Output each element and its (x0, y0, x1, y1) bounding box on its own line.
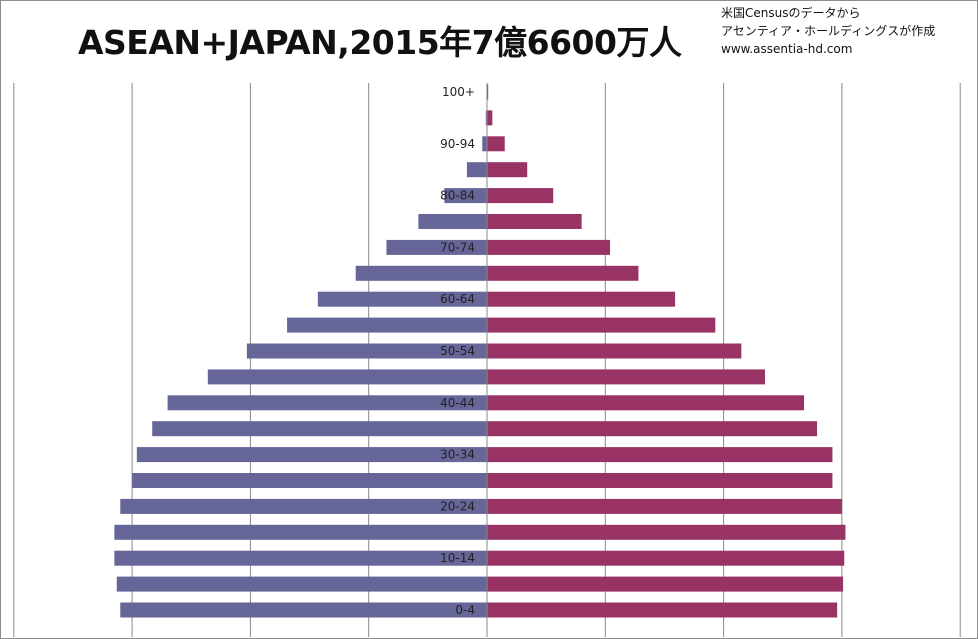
bar-right-5-9 (487, 576, 844, 592)
bar-right-55-59 (487, 317, 716, 333)
bar-left-60-64 (317, 291, 487, 307)
tick-label: 50-54 (440, 344, 475, 358)
bar-right-20-24 (487, 498, 842, 514)
bar-left-40-44 (167, 395, 487, 411)
tick-label: 70-74 (440, 240, 475, 254)
tick-label: 10-14 (440, 551, 475, 565)
tick-label: 90-94 (440, 137, 475, 151)
bar-right-15-19 (487, 524, 846, 540)
bar-right-80-84 (487, 188, 554, 204)
bar-left-50-54 (246, 343, 487, 359)
bar-left-75-79 (418, 214, 487, 229)
tick-label: 0-4 (455, 603, 475, 617)
tick-label: 30-34 (440, 448, 475, 462)
bar-left-80-84 (444, 188, 487, 204)
bar-left-95-99 (485, 110, 487, 126)
bar-left-70-74 (386, 239, 487, 255)
bar-right-50-54 (487, 343, 742, 359)
bar-right-30-34 (487, 447, 833, 463)
bars (114, 83, 846, 637)
bar-left-85-89 (466, 162, 487, 178)
bar-left-65-69 (355, 265, 487, 281)
bar-left-90-94 (482, 136, 487, 152)
bar-left-20-24 (120, 498, 488, 514)
bar-right-60-64 (487, 291, 676, 307)
bar-left-5-9 (116, 576, 487, 592)
tick-label: 60-64 (440, 292, 475, 306)
tick-label: 100+ (442, 85, 475, 99)
credit-line-url: www.assentia-hd.com (721, 42, 853, 56)
source-credit: 米国Censusのデータから アセンティア・ホールディングスが作成 www.as… (721, 4, 935, 58)
bar-right-40-44 (487, 395, 805, 411)
bar-left-10-14 (114, 550, 487, 566)
bar-right-0-4 (487, 602, 838, 618)
bar-right-65-69 (487, 265, 639, 281)
bar-right-85-89 (487, 162, 528, 178)
bar-right-95-99 (487, 110, 493, 126)
bar-right-25-29 (487, 473, 833, 488)
bar-left-15-19 (114, 524, 487, 540)
bar-left-35-39 (152, 421, 487, 437)
bar-right-75-79 (487, 214, 582, 229)
bar-left-45-49 (207, 369, 487, 385)
bar-right-70-74 (487, 239, 611, 255)
credit-line-author: アセンティア・ホールディングスが作成 (721, 24, 936, 38)
tick-label: 80-84 (440, 189, 475, 203)
credit-line-source: 米国Censusのデータから (721, 6, 861, 20)
tick-label: 40-44 (440, 396, 475, 410)
bar-right-35-39 (487, 421, 818, 437)
tick-label: 20-24 (440, 499, 475, 513)
bar-left-0-4 (120, 602, 488, 618)
tick-labels: 0-4 10-14 20-24 30-34 40-44 50-54 60-64 70-74 80… (440, 85, 475, 617)
bar-right-10-14 (487, 550, 845, 566)
bar-left-55-59 (287, 317, 487, 333)
bar-right-45-49 (487, 369, 766, 385)
chart-title: ASEAN+JAPAN,2015年7億6600万人 (78, 23, 682, 62)
bar-left-25-29 (132, 473, 487, 488)
bar-left-30-34 (136, 447, 487, 463)
bar-right-100+ (487, 84, 489, 100)
bar-right-90-94 (487, 136, 505, 152)
